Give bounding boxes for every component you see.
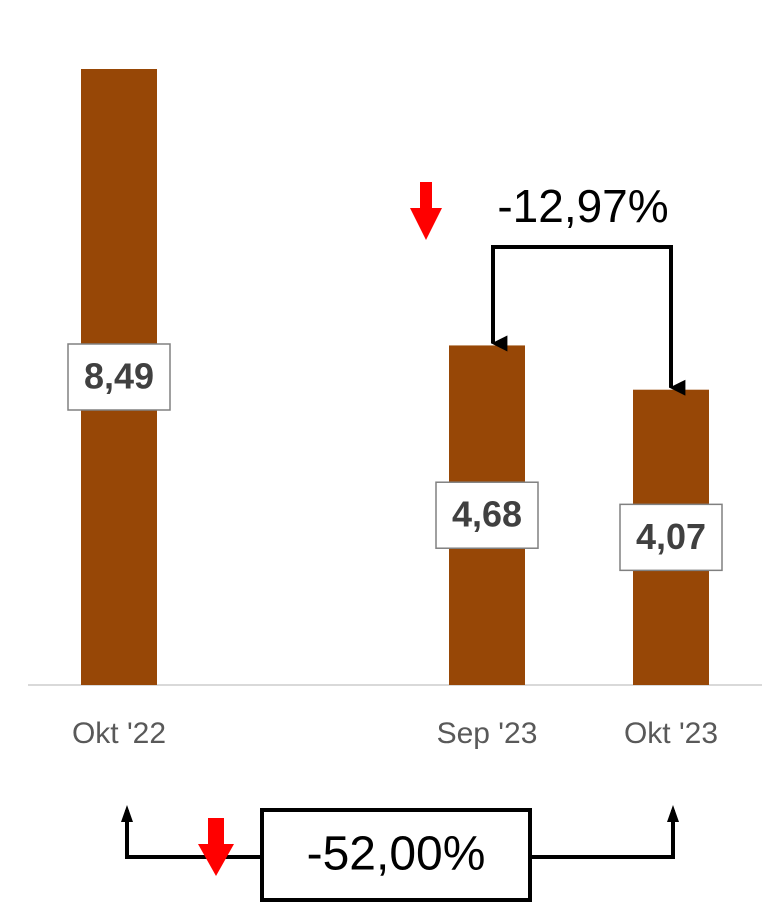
change-annotation: -12,97% [497,180,668,232]
x-tick-label: Okt '22 [72,717,166,750]
value-label-box [435,481,539,549]
value-label: 4,07 [636,516,706,557]
value-label: 8,49 [84,356,154,397]
value-label-box [619,503,723,572]
x-tick-label: Sep '23 [437,717,538,750]
change-annotation: -52,00% [307,828,486,881]
value-label-box [67,343,171,411]
down-arrow-icon [410,182,442,240]
value-label: 4,68 [452,494,522,535]
x-tick-label: Okt '23 [624,717,718,750]
down-arrow-icon [198,818,234,876]
annotation-box [260,808,532,902]
bracket-top [491,245,686,396]
